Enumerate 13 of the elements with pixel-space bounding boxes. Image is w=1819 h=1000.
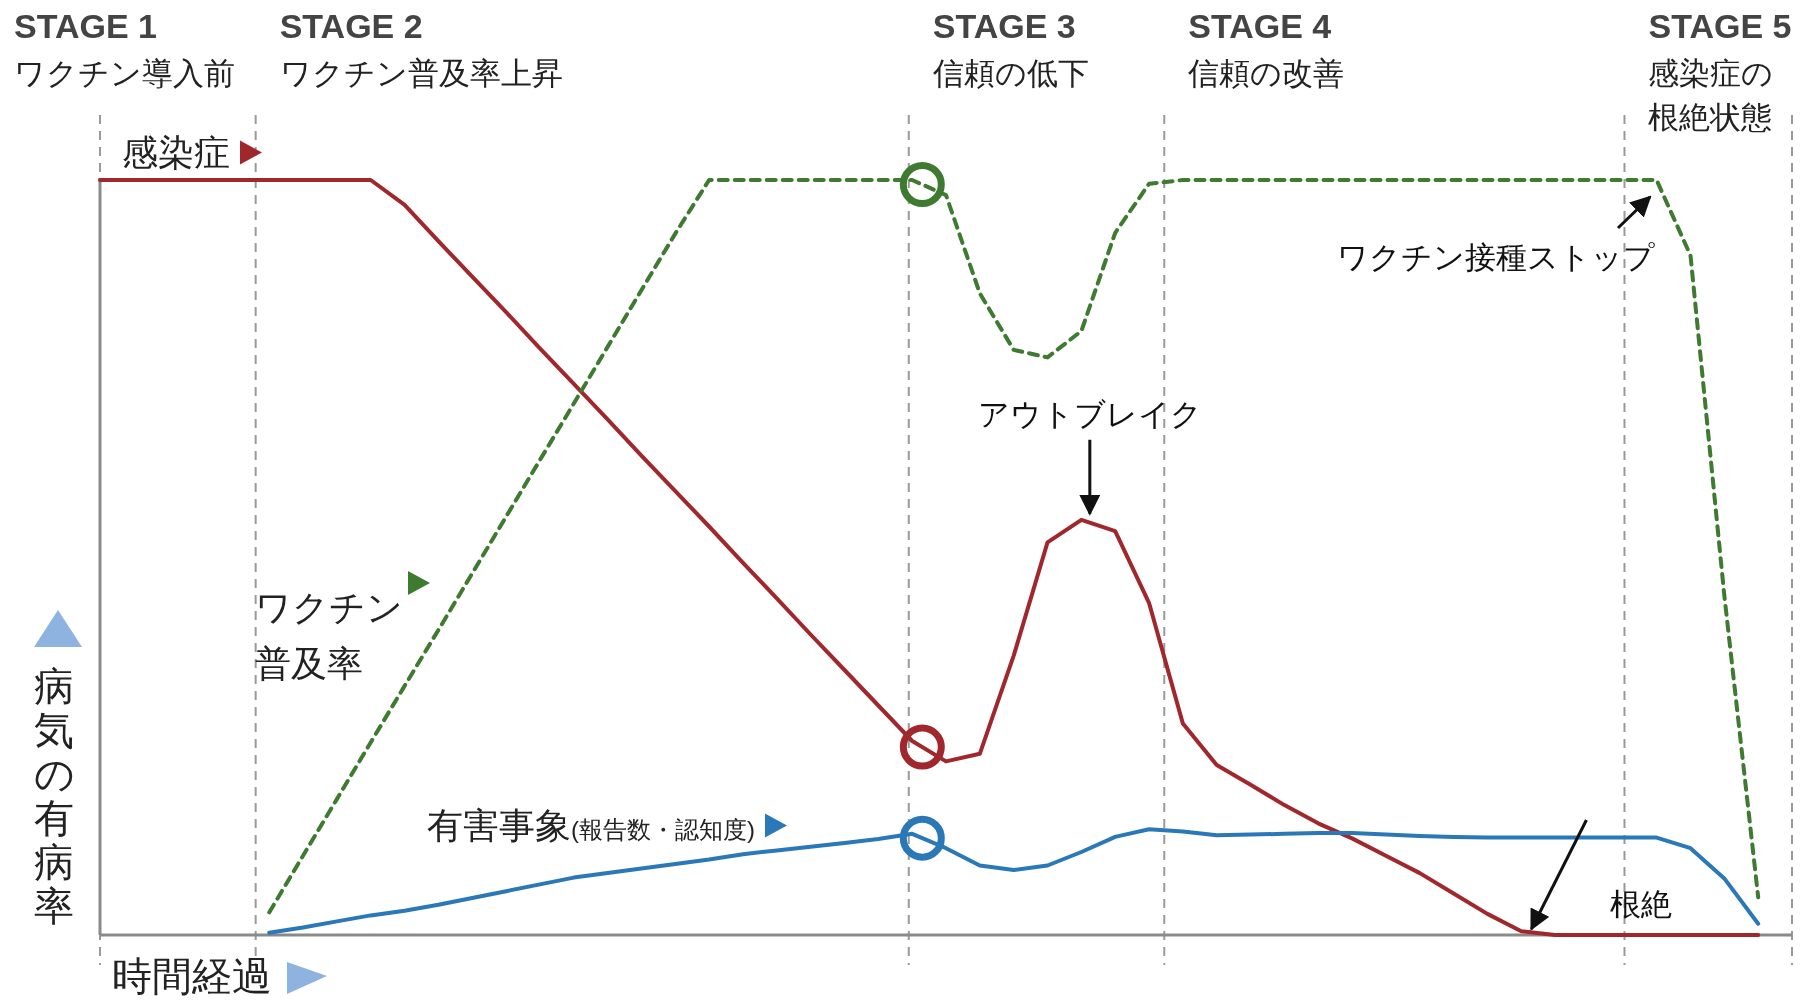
series-label: ワクチン普及率 [255, 587, 403, 684]
annotation: アウトブレイク [977, 396, 1202, 432]
text: STAGE 5 感染症の根絶状態 [1648, 7, 1792, 135]
text: STAGE 3 信頼の低下 [932, 7, 1089, 91]
text: STAGE 4 信頼の改善 [1188, 7, 1345, 91]
legend-label: 有害事象(報告数・認知度) [427, 805, 755, 846]
x-axis-title: 時間経過 [112, 954, 272, 998]
legend-label: 感染症 [122, 132, 230, 173]
text: STAGE 1 ワクチン導入前 [14, 7, 235, 91]
y-axis-title: 病気の有病率 [33, 664, 75, 928]
annotation: ワクチン接種ストップ [1337, 240, 1655, 275]
text: STAGE 2 ワクチン普及率上昇 [279, 7, 563, 91]
annotation: 根絶 [1610, 887, 1673, 922]
